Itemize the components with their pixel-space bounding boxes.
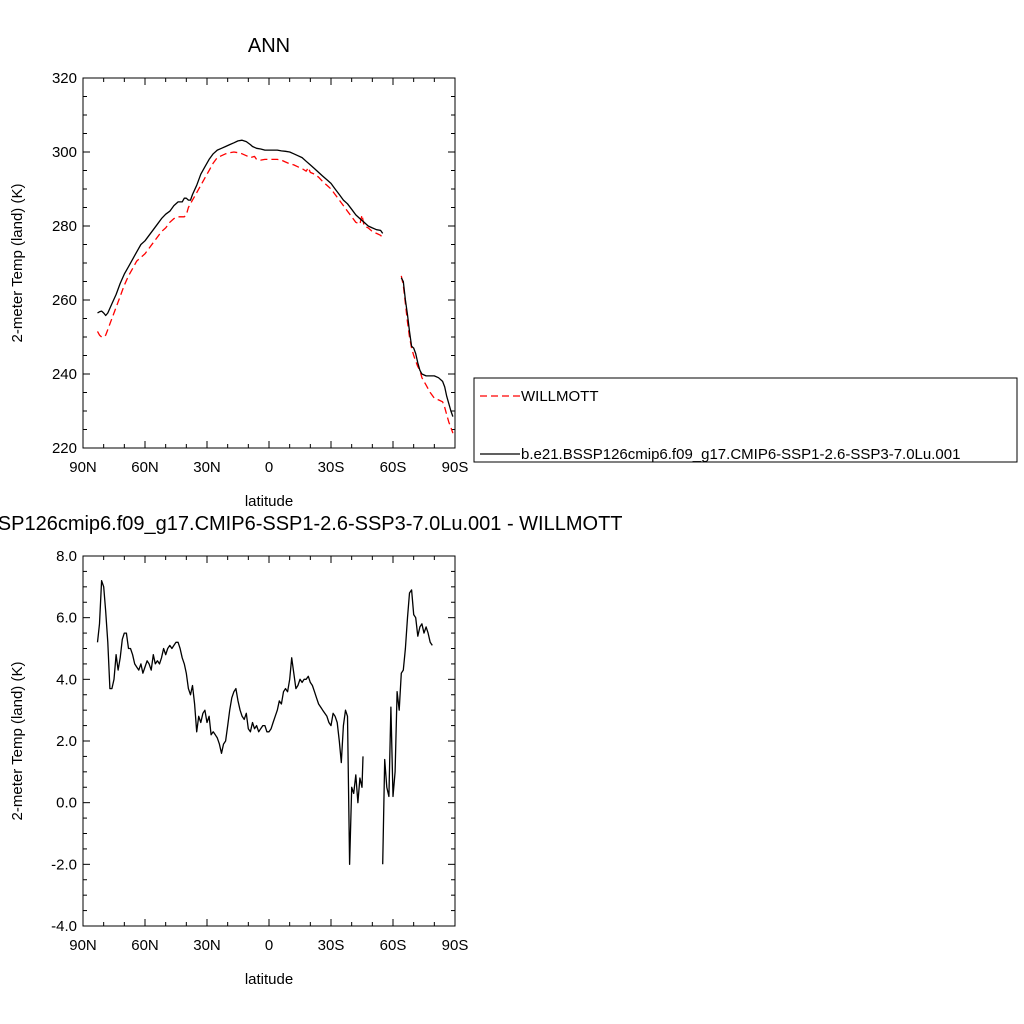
- x-axis-label: latitude: [245, 493, 293, 510]
- y-tick-label: 320: [52, 70, 77, 87]
- y-tick-label: 4.0: [56, 671, 77, 688]
- x-tick-label: 90S: [442, 459, 469, 476]
- chart-title: b.e21.BSSP126cmip6.f09_g17.CMIP6-SSP1-2.…: [0, 513, 623, 535]
- y-tick-label: 280: [52, 218, 77, 235]
- x-tick-label: 60S: [380, 459, 407, 476]
- x-tick-label: 90S: [442, 937, 469, 954]
- series-line-willmott-segment-1: [400, 275, 454, 434]
- y-tick-label: 8.0: [56, 548, 77, 565]
- y-tick-label: 6.0: [56, 610, 77, 627]
- y-tick-label: 240: [52, 366, 77, 383]
- y-axis-label: 2-meter Temp (land) (K): [9, 184, 26, 343]
- x-axis-label: latitude: [245, 971, 293, 988]
- series-line-b-e21-bssp126cmip6-f09-g17-cmip6-ssp1-2--segment-1: [400, 277, 454, 417]
- bottom-panel-temperature-difference: b.e21.BSSP126cmip6.f09_g17.CMIP6-SSP1-2.…: [0, 513, 623, 988]
- plot-frame: [82, 555, 456, 927]
- y-axis-label: 2-meter Temp (land) (K): [9, 662, 26, 821]
- x-tick-label: 90N: [69, 937, 97, 954]
- legend-label-0: WILLMOTT: [521, 388, 599, 405]
- x-tick-label: 30S: [318, 459, 345, 476]
- chart-title: ANN: [248, 35, 290, 57]
- y-tick-label: 300: [52, 144, 77, 161]
- x-tick-label: 30N: [193, 937, 221, 954]
- legend-label-1: b.e21.BSSP126cmip6.f09_g17.CMIP6-SSP1-2.…: [521, 446, 960, 463]
- series-line-willmott-segment-0: [96, 151, 384, 338]
- y-tick-label: 220: [52, 440, 77, 457]
- y-tick-label: 260: [52, 292, 77, 309]
- top-panel-annual-temperature: ANN 90N 60N 30N 0 30S 60S 90S 220 240 260 280 300 320…: [9, 35, 468, 510]
- y-tick-label: 2.0: [56, 733, 77, 750]
- x-tick-label: 30N: [193, 459, 221, 476]
- x-tick-label: 90N: [69, 459, 97, 476]
- y-tick-label: 0.0: [56, 795, 77, 812]
- series-line-b-e21-bssp126cmip6-f09-g17-cmip6-ssp1-2--segment-0: [97, 139, 384, 317]
- x-tick-label: 60N: [131, 459, 159, 476]
- x-tick-label: 60S: [380, 937, 407, 954]
- x-tick-label: 0: [265, 937, 273, 954]
- x-tick-label: 30S: [318, 937, 345, 954]
- y-tick-label: -4.0: [51, 918, 77, 935]
- series-line-difference-segment-0: [96, 580, 364, 865]
- series-line-difference-segment-1: [382, 589, 433, 865]
- plot-frame: [82, 77, 456, 449]
- legend: WILLMOTT b.e21.BSSP126cmip6.f09_g17.CMIP6…: [473, 377, 1018, 463]
- x-tick-label: 0: [265, 459, 273, 476]
- legend-box: [473, 377, 1018, 463]
- y-tick-label: -2.0: [51, 856, 77, 873]
- x-tick-label: 60N: [131, 937, 159, 954]
